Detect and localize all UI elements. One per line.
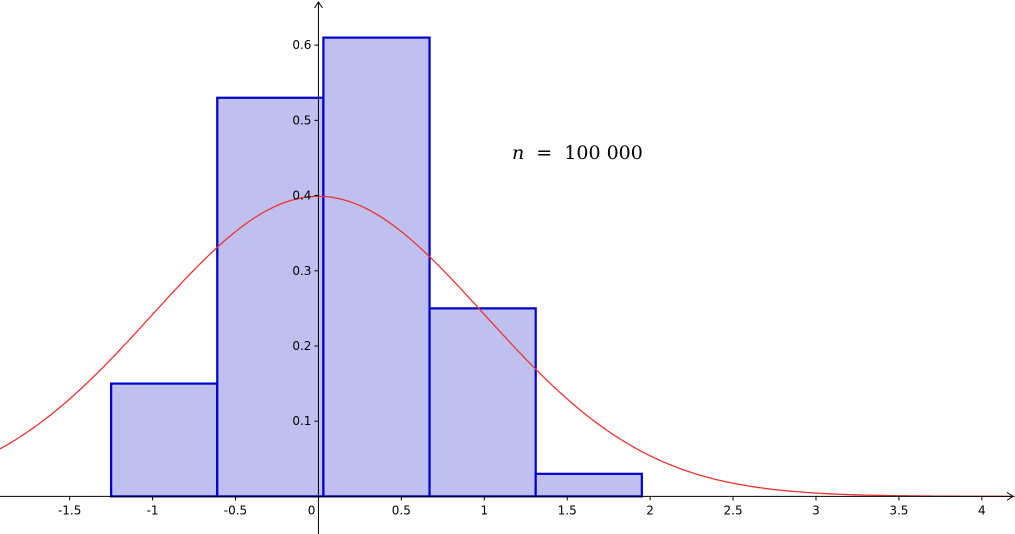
x-tick-label: 0.5 [392,503,411,517]
x-tick-label: 2.5 [724,503,743,517]
histogram-bar-0 [110,382,219,498]
histogram-bar-1 [216,96,325,498]
x-tick-label: 1 [480,503,488,517]
x-tick-label: 3 [812,503,820,517]
histogram-bars [110,36,643,498]
x-tick-label: 3.5 [889,503,908,517]
histogram-bar-2 [322,36,431,498]
x-tick-label: 1.5 [558,503,577,517]
histogram-bar-4 [534,472,643,498]
annotation-variable: n [512,142,524,164]
y-tick-label: 0.3 [292,264,311,278]
x-axis-arrow [1006,491,1014,501]
x-tick-label: 4 [978,503,986,517]
annotation-value: 100 000 [564,142,643,164]
x-tick-label: -1 [147,503,159,517]
y-axis-arrow [314,1,323,9]
y-tick-label: 0.5 [292,113,311,127]
y-tick-label: 0.6 [292,38,311,52]
x-tick-label: 0 [308,503,316,517]
y-tick-label: 0.2 [292,339,311,353]
y-tick-label: 0.1 [292,414,311,428]
x-tick-label: -1.5 [58,503,81,517]
y-tick-label: 0.4 [292,189,311,203]
normal-density-curve [0,195,1015,497]
annotation-operator: = [536,142,552,164]
x-ticks: -1.5 -1 -0.5 0 0.5 1 1.5 2 2.5 3 3.5 4 [58,496,986,517]
x-tick-label: -0.5 [224,503,247,517]
x-tick-label: 2 [646,503,654,517]
y-ticks: 0.1 0.2 0.3 0.4 0.5 0.6 [292,38,319,428]
sample-size-annotation: n = 100 000 [512,142,643,164]
histogram-bar-3 [428,307,537,498]
